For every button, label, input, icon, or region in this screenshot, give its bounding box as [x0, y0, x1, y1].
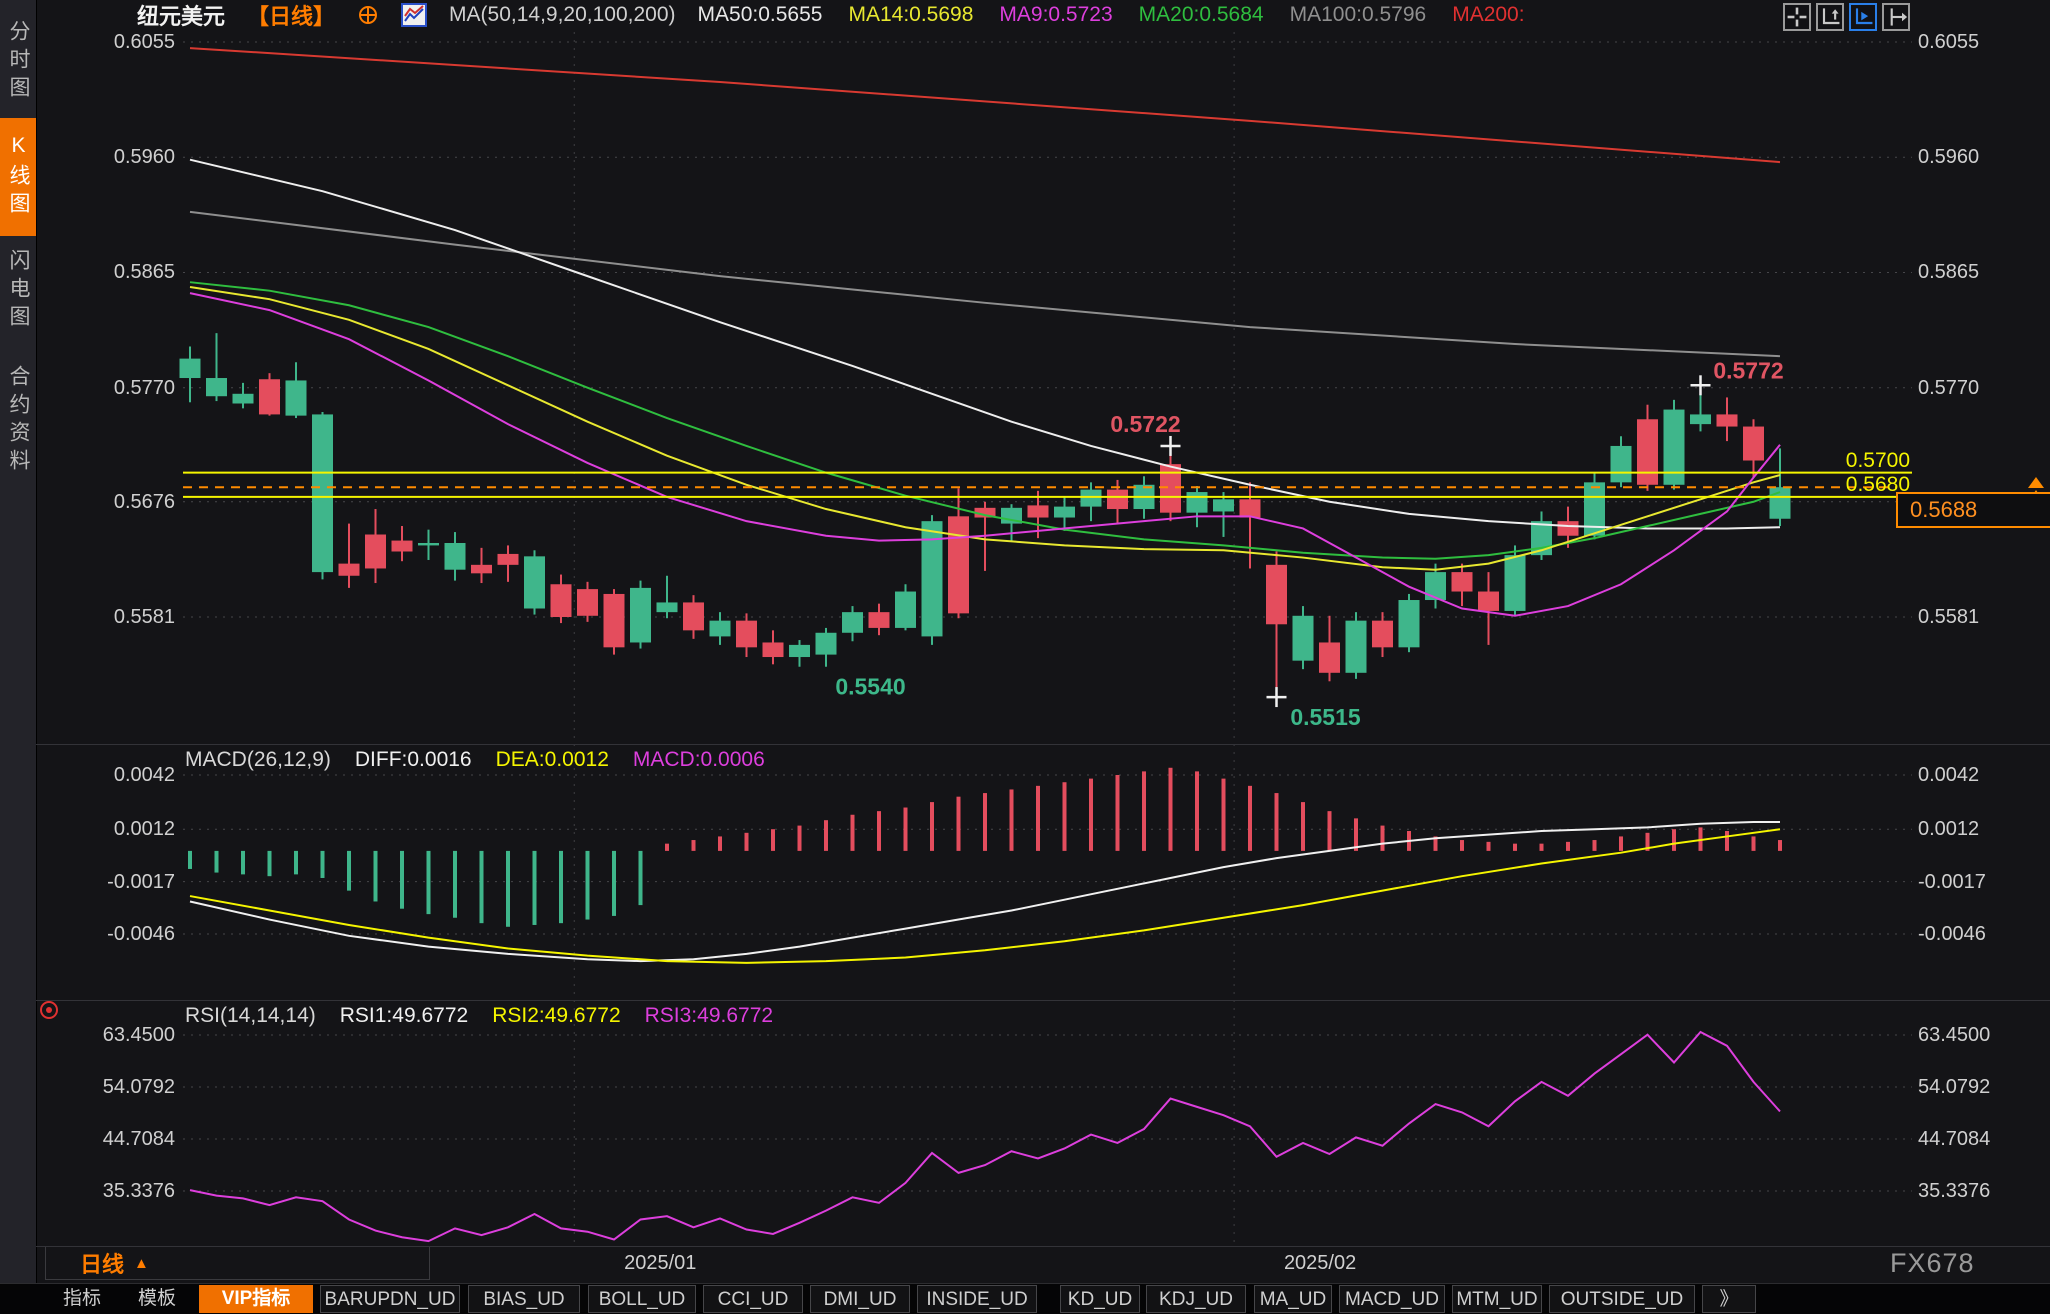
price-axis-label: 54.0792 [102, 1076, 175, 1098]
price-axis-label: -0.0046 [1918, 923, 1986, 945]
bottom-tab-9[interactable]: INSIDE_UD [917, 1285, 1037, 1313]
ma-legend-item: MA14:0.5698 [848, 3, 974, 26]
bottom-tab-10[interactable]: KD_UD [1060, 1285, 1140, 1313]
hline-price-tag: 0.5700 [1845, 448, 1910, 472]
indicator-value-label: MACD:0.0006 [632, 748, 765, 771]
sidebar-tab-4[interactable]: 合约资料 [7, 365, 30, 477]
time-axis-label: 2025/01 [624, 1252, 697, 1274]
ma-legend-item: MA100:0.5796 [1289, 3, 1427, 26]
bottom-tab-3[interactable]: VIP指标 [199, 1285, 313, 1313]
target-plus-icon[interactable] [357, 4, 379, 26]
sidebar-tab-3[interactable]: 闪电图 [7, 249, 30, 333]
bottom-tab-11[interactable]: KDJ_UD [1146, 1285, 1246, 1313]
record-dot-icon[interactable] [40, 1001, 58, 1019]
pane-separator [36, 1000, 2050, 1001]
price-axis-label: 44.7084 [102, 1128, 175, 1150]
chart-header: 纽元美元 【日线】 MA(50,14,9,20,100,200) MA50:0.… [137, 0, 1525, 30]
time-axis-label: 2025/02 [1283, 1252, 1357, 1274]
ma-group-label: MA(50,14,9,20,100,200) [449, 3, 676, 26]
macd-header: MACD(26,12,9) DIFF:0.0016 DEA:0.0012 MACD:0… [185, 748, 765, 772]
ma-legend-item: MA50:0.5655 [697, 3, 823, 26]
bottom-tab-8[interactable]: DMI_UD [810, 1285, 910, 1313]
ma-legend-item: MA20:0.5684 [1138, 3, 1264, 26]
price-axis-label: 0.5770 [113, 376, 175, 399]
bottom-tab-15[interactable]: OUTSIDE_UD [1549, 1285, 1695, 1313]
price-axis-label: 0.5770 [1918, 376, 1980, 399]
price-axis-label: 0.6055 [113, 31, 175, 53]
bottom-tab-16[interactable]: 》 [1702, 1285, 1756, 1313]
sidebar-tab-1[interactable]: 分时图 [7, 20, 30, 104]
ma-legend: MA50:0.5655 MA14:0.5698 MA9:0.5723 MA20:0.5… [698, 3, 1525, 27]
price-axis-label: 0.5865 [113, 261, 175, 284]
price-axis-label: -0.0017 [1918, 870, 1986, 893]
price-annotation: 0.5772 [1713, 357, 1783, 383]
price-axis-label: 54.0792 [1918, 1076, 1991, 1098]
axis-chart-icon[interactable] [1816, 3, 1844, 31]
indicator-value-label: DEA:0.0012 [495, 748, 609, 771]
mini-chart-icon[interactable] [401, 3, 428, 27]
period-up-arrow-icon: ▲ [134, 1254, 149, 1272]
bottom-tab-6[interactable]: BOLL_UD [588, 1285, 696, 1313]
bottom-tab-1[interactable]: 指标 [62, 1288, 101, 1309]
indicator-value-label: DIFF:0.0016 [354, 748, 472, 771]
rsi-header: RSI(14,14,14) RSI1:49.6772 RSI2:49.6772 RSI… [185, 1004, 773, 1028]
price-axis-label: 0.6055 [1918, 31, 1980, 53]
price-axis-label: 0.5581 [113, 606, 175, 628]
indicator-value-label: MACD(26,12,9) [185, 748, 331, 771]
pane-separator [36, 744, 2050, 745]
price-axis-label: 0.0012 [113, 818, 175, 841]
price-axis-label: 35.3376 [102, 1180, 175, 1202]
period-tag[interactable]: 【日线】 [247, 4, 336, 29]
price-axis-label: -0.0017 [107, 870, 175, 893]
ma-legend-item: MA200: [1452, 3, 1525, 26]
bottom-tab-7[interactable]: CCI_UD [703, 1285, 803, 1313]
pane-separator [36, 1246, 2050, 1247]
last-price-box: 0.5688 [1896, 492, 2050, 528]
left-sidebar: 分时图 K线图闪电图合约资料 [0, 0, 37, 1283]
price-axis-label: 0.0042 [1918, 764, 1980, 786]
price-annotation: 0.5722 [1110, 411, 1180, 437]
price-axis-label: 0.0012 [1918, 818, 1980, 841]
price-axis-label: 63.4500 [1918, 1024, 1991, 1046]
indicator-value-label: RSI3:49.6772 [644, 1004, 774, 1027]
indicator-value-label: RSI2:49.6772 [492, 1004, 621, 1027]
price-axis-label: 0.5960 [113, 146, 175, 169]
bottom-tab-bar: 指标 模板 VIP指标 BARUPDN_UD BIAS_UD BOLL_UD CCI_UD D… [0, 1283, 2050, 1314]
price-axis-label: -0.0046 [107, 923, 175, 945]
bottom-tab-12[interactable]: MA_UD [1254, 1285, 1332, 1313]
price-axis-label: 0.5865 [1918, 261, 1980, 284]
last-price-value: 0.5688 [1910, 497, 1978, 522]
crosshair-icon[interactable] [1783, 3, 1811, 31]
period-selector[interactable]: 日线 ▲ [45, 1246, 430, 1280]
bottom-tab-2[interactable]: 模板 [137, 1288, 176, 1309]
brand-watermark: FX678 [1890, 1248, 1975, 1278]
price-axis-label: 0.0042 [113, 764, 175, 786]
bottom-tab-5[interactable]: BIAS_UD [468, 1285, 580, 1313]
price-axis-label: 35.3376 [1918, 1180, 1991, 1202]
price-annotation: 0.5540 [835, 674, 905, 700]
axis-play-icon[interactable] [1849, 3, 1877, 31]
bottom-tab-4[interactable]: BARUPDN_UD [320, 1285, 460, 1313]
bottom-tab-13[interactable]: MACD_UD [1339, 1285, 1445, 1313]
price-axis-label: 63.4500 [102, 1024, 175, 1046]
bottom-tab-14[interactable]: MTM_UD [1452, 1285, 1542, 1313]
chart-toolbar [1783, 3, 1910, 31]
price-axis-label: 44.7084 [1918, 1128, 1991, 1150]
price-annotation: 0.5515 [1290, 704, 1361, 730]
indicator-value-label: RSI1:49.6772 [339, 1004, 469, 1027]
sidebar-tab-2[interactable]: K线图 [0, 118, 36, 236]
price-axis-label: 0.5676 [113, 490, 175, 513]
period-selector-label: 日线 [80, 1252, 125, 1277]
indicator-value-label: RSI(14,14,14) [185, 1004, 316, 1027]
price-axis-label: 0.5960 [1918, 146, 1980, 169]
pane-shift-icon[interactable] [1882, 3, 1910, 31]
price-axis-label: 0.5581 [1918, 606, 1980, 628]
symbol-title: 纽元美元 [137, 4, 226, 29]
hline-price-tag: 0.5680 [1845, 472, 1910, 496]
ma-legend-item: MA9:0.5723 [999, 3, 1113, 26]
